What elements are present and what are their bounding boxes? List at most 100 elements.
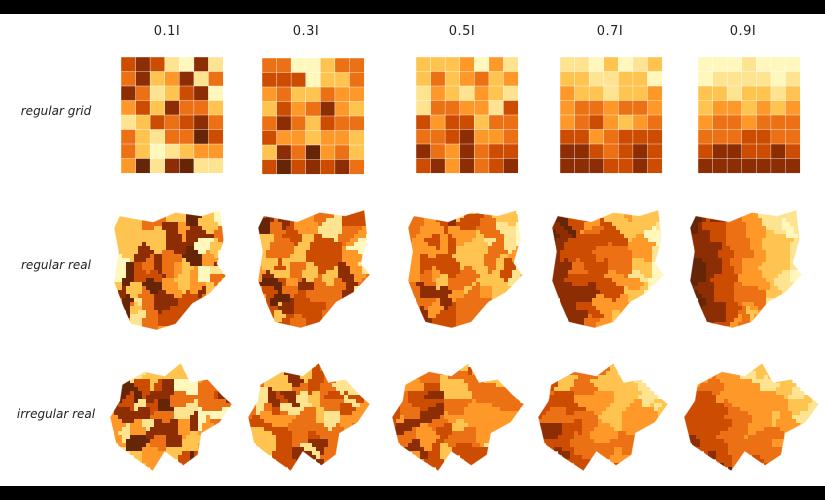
- grid-cell: [444, 158, 461, 174]
- grid-cell: [588, 114, 605, 131]
- map-outline: [113, 209, 227, 331]
- grid-cell: [334, 115, 350, 132]
- grid-cell: [164, 114, 180, 131]
- grid-cell: [120, 56, 137, 73]
- grid-cell: [603, 56, 619, 73]
- grid-cell: [261, 57, 278, 74]
- column-label-0.7: 0.7I: [596, 24, 624, 39]
- grid-cell: [726, 143, 743, 160]
- grid-cell: [179, 143, 195, 160]
- grid-cell: [320, 86, 336, 103]
- grid-cell: [261, 101, 278, 117]
- grid-cell: [574, 85, 590, 102]
- grid-cell: [618, 114, 634, 131]
- grid-cell: [179, 114, 195, 131]
- grid-cell: [785, 143, 801, 160]
- grid-cell: [444, 143, 461, 160]
- grid-cell: [334, 72, 350, 88]
- grid-cell: [135, 114, 151, 131]
- grid-cell: [149, 114, 166, 131]
- grid-cell: [632, 114, 649, 131]
- grid-cell: [712, 114, 728, 131]
- grid-cell: [647, 158, 663, 174]
- grid-cell: [179, 100, 195, 116]
- grid-cell: [193, 143, 209, 160]
- grid-cell: [574, 100, 590, 116]
- grid-cell: [430, 56, 446, 73]
- grid-cell: [164, 158, 180, 174]
- grid-cell: [726, 158, 743, 174]
- grid-cell: [305, 72, 321, 88]
- grid-cell: [149, 71, 166, 87]
- grid-cell: [444, 100, 461, 116]
- grid-cell: [276, 115, 292, 132]
- grid-cell: [430, 100, 446, 116]
- grid-cell: [415, 100, 432, 116]
- grid-cell: [603, 129, 619, 145]
- grid-cell: [574, 56, 590, 73]
- column-label-0.5: 0.5I: [448, 24, 476, 39]
- grid-cell: [770, 158, 787, 174]
- grid-cell: [276, 72, 292, 88]
- regular-real-map-4: [552, 210, 664, 328]
- grid-cell: [588, 158, 605, 174]
- grid-cell: [712, 158, 728, 174]
- grid-cell: [785, 71, 801, 87]
- grid-cell: [712, 56, 728, 73]
- grid-cell: [261, 144, 278, 161]
- grid-cell: [756, 85, 772, 102]
- grid-cell: [618, 100, 634, 116]
- grid-cell: [208, 85, 224, 102]
- grid-cell: [415, 71, 432, 87]
- grid-cell: [632, 158, 649, 174]
- regular-real-map-1: [114, 210, 226, 330]
- grid-cell: [618, 56, 634, 73]
- irregular-real-map-5: [684, 363, 819, 471]
- grid-cell: [785, 129, 801, 145]
- grid-cell: [503, 143, 519, 160]
- grid-cell: [444, 85, 461, 102]
- grid-cell: [618, 129, 634, 145]
- grid-cell: [741, 100, 757, 116]
- grid-cell: [349, 86, 365, 103]
- grid-cell: [459, 85, 475, 102]
- grid-cell: [349, 159, 365, 175]
- grid-cell: [320, 101, 336, 117]
- grid-cell: [712, 71, 728, 87]
- grid-cell: [193, 158, 209, 174]
- grid-cell: [415, 56, 432, 73]
- grid-cell: [430, 158, 446, 174]
- grid-cell: [208, 143, 224, 160]
- grid-cell: [588, 129, 605, 145]
- grid-cell: [164, 71, 180, 87]
- grid-cell: [697, 114, 714, 131]
- grid-cell: [697, 129, 714, 145]
- grid-cell: [770, 85, 787, 102]
- regular-grid-map-2: [261, 57, 365, 175]
- grid-cell: [459, 71, 475, 87]
- grid-cell: [559, 56, 576, 73]
- grid-cell: [559, 85, 576, 102]
- top-border-bar: [0, 0, 825, 14]
- grid-cell: [290, 101, 307, 117]
- grid-cell: [179, 85, 195, 102]
- grid-cell: [618, 158, 634, 174]
- regular-grid-map-3: [415, 56, 519, 174]
- grid-cell: [474, 129, 490, 145]
- grid-cell: [588, 143, 605, 160]
- grid-cell: [208, 129, 224, 145]
- grid-cell: [208, 158, 224, 174]
- grid-cell: [632, 56, 649, 73]
- grid-cell: [697, 143, 714, 160]
- grid-cell: [647, 114, 663, 131]
- grid-cell: [559, 100, 576, 116]
- row-label-regular-real: regular real: [21, 258, 91, 272]
- grid-cell: [632, 129, 649, 145]
- irregular-real-map-4: [538, 363, 668, 471]
- grid-cell: [305, 101, 321, 117]
- grid-cell: [697, 56, 714, 73]
- grid-cell: [164, 100, 180, 116]
- grid-cell: [120, 158, 137, 174]
- grid-cell: [193, 100, 209, 116]
- grid-cell: [647, 129, 663, 145]
